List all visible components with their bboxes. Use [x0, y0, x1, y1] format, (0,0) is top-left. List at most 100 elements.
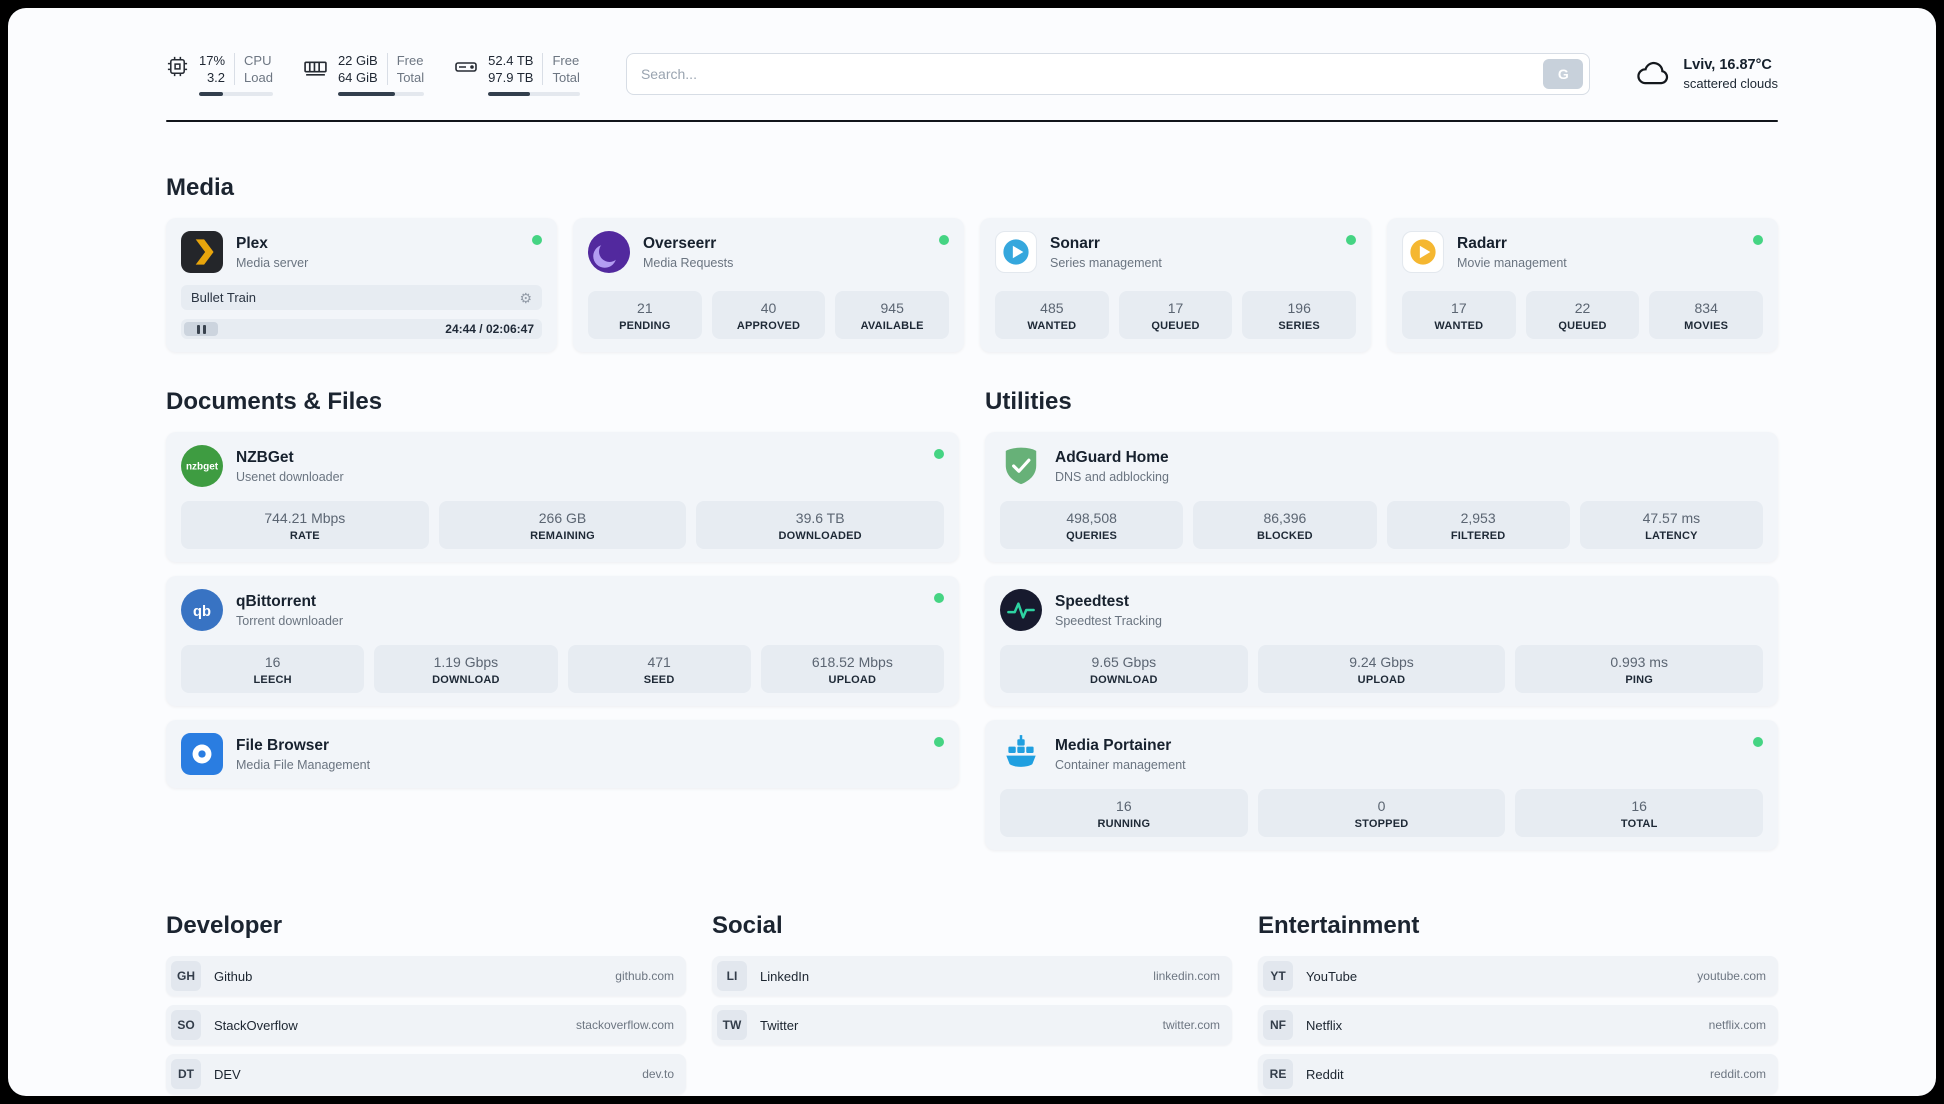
- cpu-label: CPU: [244, 53, 272, 68]
- bookmark-name: DEV: [214, 1066, 241, 1082]
- bookmark-badge: RE: [1263, 1059, 1293, 1089]
- bookmark-name: Github: [214, 968, 253, 984]
- divider: [386, 53, 388, 85]
- bookmark-netflix[interactable]: NF Netflix netflix.com: [1258, 1005, 1778, 1045]
- player-time: 24:44 / 02:06:47: [445, 322, 534, 336]
- app-card-overseerr[interactable]: Overseerr Media Requests 21 PENDING 40 A…: [573, 218, 964, 352]
- bookmark-youtube[interactable]: YT YouTube youtube.com: [1258, 956, 1778, 996]
- svg-text:nzbget: nzbget: [186, 462, 219, 473]
- stat-tile-blocked: 86,396 BLOCKED: [1193, 501, 1377, 549]
- memory-widget: 22 GiB 64 GiB Free Total: [303, 52, 425, 96]
- app-card-qbittorrent[interactable]: qb qBittorrent Torrent downloader 16: [166, 576, 959, 706]
- pause-icon[interactable]: [184, 322, 218, 336]
- bookmark-badge: NF: [1263, 1010, 1293, 1040]
- app-name: File Browser: [236, 737, 330, 754]
- memory-free: 22 GiB: [337, 53, 378, 68]
- bookmark-linkedin[interactable]: LI LinkedIn linkedin.com: [712, 956, 1232, 996]
- bookmark-github[interactable]: GH Github github.com: [166, 956, 686, 996]
- cpu-icon: [166, 55, 189, 78]
- search-input[interactable]: [640, 66, 1544, 82]
- stat-tile-seed: 471 SEED: [567, 645, 751, 693]
- status-dot: [532, 235, 542, 245]
- stat-tile-ping: 0.993 ms PING: [1515, 645, 1764, 693]
- memory-progressbar: [337, 92, 425, 96]
- app-name: Plex: [236, 235, 268, 252]
- stat-tile-download: 1.19 Gbps DOWNLOAD: [374, 645, 558, 693]
- app-card-adguard[interactable]: AdGuard Home DNS and adblocking 498,508 …: [985, 432, 1778, 562]
- stat-tile-stopped: 0 STOPPED: [1257, 789, 1506, 837]
- app-name: Speedtest: [1055, 593, 1130, 610]
- stat-tile-latency: 47.57 ms LATENCY: [1579, 501, 1763, 549]
- status-dot: [934, 449, 944, 459]
- disk-label2: Total: [552, 70, 580, 85]
- bookmark-reddit[interactable]: RE Reddit reddit.com: [1258, 1054, 1778, 1094]
- search-engine-button[interactable]: G: [1543, 59, 1584, 89]
- stat-tile-queued: 17 QUEUED: [1118, 291, 1233, 339]
- bookmark-url: netflix.com: [1708, 1018, 1766, 1032]
- cloud-icon: [1634, 56, 1672, 93]
- stat-tile-upload: 618.52 Mbps UPLOAD: [760, 645, 944, 693]
- stat-tile-remaining: 266 GB REMAINING: [438, 501, 687, 549]
- stat-tile-pending: 21 PENDING: [588, 291, 702, 339]
- app-name: Media Portainer: [1055, 737, 1172, 754]
- cpu-widget: 17% 3.2 CPU Load: [166, 52, 273, 96]
- app-subtitle: DNS and adblocking: [1055, 470, 1169, 484]
- section-social: Social LI LinkedIn linkedin.com TW Twitt…: [712, 912, 1232, 1094]
- memory-icon: [303, 55, 328, 80]
- app-name: Radarr: [1457, 235, 1507, 252]
- search-bar[interactable]: G: [625, 53, 1591, 95]
- bookmark-url: dev.to: [642, 1067, 674, 1081]
- app-card-portainer[interactable]: Media Portainer Container management 16 …: [985, 720, 1778, 850]
- status-dot: [1346, 235, 1356, 245]
- utilities-title: Utilities: [985, 388, 1072, 415]
- app-card-sonarr[interactable]: Sonarr Series management 485 WANTED 17 Q…: [980, 218, 1371, 352]
- app-subtitle: Series management: [1050, 256, 1162, 270]
- gear-icon[interactable]: ⚙: [519, 289, 532, 306]
- weather-location: Lviv, 16.87°C: [1683, 57, 1772, 73]
- disk-icon: [454, 55, 478, 79]
- app-card-plex[interactable]: Plex Media server Bullet Train ⚙ 24:44 /…: [166, 218, 557, 352]
- bookmark-dev[interactable]: DT DEV dev.to: [166, 1054, 686, 1094]
- bookmark-url: github.com: [615, 969, 674, 983]
- app-subtitle: Media Requests: [643, 256, 734, 270]
- disk-progressbar: [488, 92, 580, 96]
- bookmark-twitter[interactable]: TW Twitter twitter.com: [712, 1005, 1232, 1045]
- stat-tile-wanted: 17 WANTED: [1402, 291, 1516, 339]
- now-playing-title: Bullet Train: [191, 290, 257, 305]
- player-progressbar[interactable]: 24:44 / 02:06:47: [181, 319, 542, 339]
- disk-total: 97.9 TB: [488, 70, 534, 85]
- app-card-speedtest[interactable]: Speedtest Speedtest Tracking 9.65 Gbps D…: [985, 576, 1778, 706]
- disk-widget: 52.4 TB 97.9 TB Free Total: [454, 52, 580, 96]
- memory-total: 64 GiB: [337, 70, 378, 85]
- memory-label: Free: [396, 53, 424, 68]
- app-card-filebrowser[interactable]: File Browser Media File Management: [166, 720, 959, 788]
- cpu-label2: Load: [244, 70, 273, 85]
- stat-tile-series: 196 SERIES: [1242, 291, 1357, 339]
- radarr-icon: [1402, 231, 1444, 273]
- cpu-percent: 17%: [199, 53, 226, 68]
- app-name: qBittorrent: [236, 593, 317, 610]
- adguard-icon: [1000, 445, 1042, 487]
- divider: [542, 53, 544, 85]
- bookmark-badge: GH: [171, 961, 201, 991]
- filebrowser-icon: [181, 733, 223, 775]
- section-developer: Developer GH Github github.com SO StackO…: [166, 912, 686, 1094]
- app-name: NZBGet: [236, 449, 294, 466]
- app-subtitle: Torrent downloader: [236, 614, 344, 628]
- app-name: AdGuard Home: [1055, 449, 1169, 466]
- social-title: Social: [712, 912, 783, 939]
- section-documents: Documents & Files nzbget NZBGet Usenet d…: [166, 388, 959, 850]
- plex-icon: [181, 231, 223, 273]
- app-card-radarr[interactable]: Radarr Movie management 17 WANTED 22 QUE…: [1387, 218, 1778, 352]
- bookmark-url: twitter.com: [1162, 1018, 1220, 1032]
- weather-widget: Lviv, 16.87°C scattered clouds: [1634, 56, 1778, 93]
- memory-label2: Total: [396, 70, 425, 85]
- status-dot: [934, 593, 944, 603]
- bookmark-url: reddit.com: [1709, 1067, 1766, 1081]
- bookmark-name: LinkedIn: [760, 968, 810, 984]
- cpu-progress-fill: [199, 92, 224, 96]
- bookmark-stackoverflow[interactable]: SO StackOverflow stackoverflow.com: [166, 1005, 686, 1045]
- topbar: 17% 3.2 CPU Load: [166, 52, 1778, 96]
- bookmark-name: StackOverflow: [214, 1017, 298, 1033]
- app-card-nzbget[interactable]: nzbget NZBGet Usenet downloader 744.21 M…: [166, 432, 959, 562]
